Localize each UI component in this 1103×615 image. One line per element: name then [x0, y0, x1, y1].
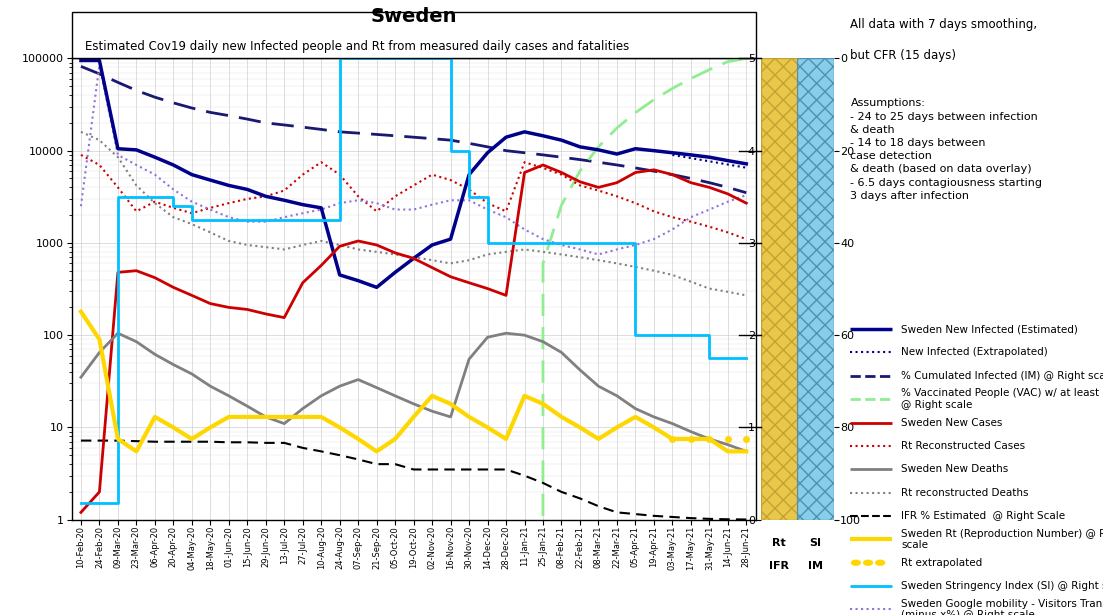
Text: Assumptions:
- 24 to 25 days between infection
& death
- 14 to 18 days between
c: Assumptions: - 24 to 25 days between inf…	[850, 98, 1042, 201]
Text: SI: SI	[810, 538, 822, 548]
Text: Sweden New Deaths: Sweden New Deaths	[901, 464, 1008, 474]
Text: % Cumulated Infected (IM) @ Right scale: % Cumulated Infected (IM) @ Right scale	[901, 371, 1103, 381]
Text: Estimated Cov19 daily new Infected people and Rt from measured daily cases and f: Estimated Cov19 daily new Infected peopl…	[85, 40, 630, 53]
Text: Sweden: Sweden	[371, 9, 457, 28]
Text: Sweden New Cases: Sweden New Cases	[901, 418, 1003, 427]
Text: All data with 7 days smoothing,: All data with 7 days smoothing,	[850, 18, 1038, 31]
Text: Sweden New Infected (Estimated): Sweden New Infected (Estimated)	[901, 324, 1078, 334]
Text: IFR % Estimated  @ Right Scale: IFR % Estimated @ Right Scale	[901, 511, 1065, 521]
Text: Sweden Rt (Reproduction Number) @ Right
scale: Sweden Rt (Reproduction Number) @ Right …	[901, 528, 1103, 550]
Text: Sweden Stringency Index (SI) @ Right scale: Sweden Stringency Index (SI) @ Right sca…	[901, 581, 1103, 591]
Text: Rt extrapolated: Rt extrapolated	[901, 558, 983, 568]
Text: Estimated Cov19 daily new Infected people and Rt from measured daily cases and f: Estimated Cov19 daily new Infected peopl…	[85, 40, 630, 53]
Text: Rt Reconstructed Cases: Rt Reconstructed Cases	[901, 441, 1026, 451]
Text: but CFR (15 days): but CFR (15 days)	[850, 49, 956, 62]
Text: New Infected (Extrapolated): New Infected (Extrapolated)	[901, 347, 1048, 357]
Text: % Vaccinated People (VAC) w/ at least 1 dose
@ Right scale: % Vaccinated People (VAC) w/ at least 1 …	[901, 388, 1103, 410]
Text: Rt: Rt	[772, 538, 786, 548]
Text: Sweden Google mobility - Visitors Transit
(minus x%) @ Right scale: Sweden Google mobility - Visitors Transi…	[901, 598, 1103, 615]
FancyBboxPatch shape	[72, 12, 756, 58]
Text: Sweden: Sweden	[371, 7, 457, 26]
Text: Rt reconstructed Deaths: Rt reconstructed Deaths	[901, 488, 1029, 498]
Text: IFR: IFR	[769, 561, 790, 571]
Text: IM: IM	[808, 561, 823, 571]
